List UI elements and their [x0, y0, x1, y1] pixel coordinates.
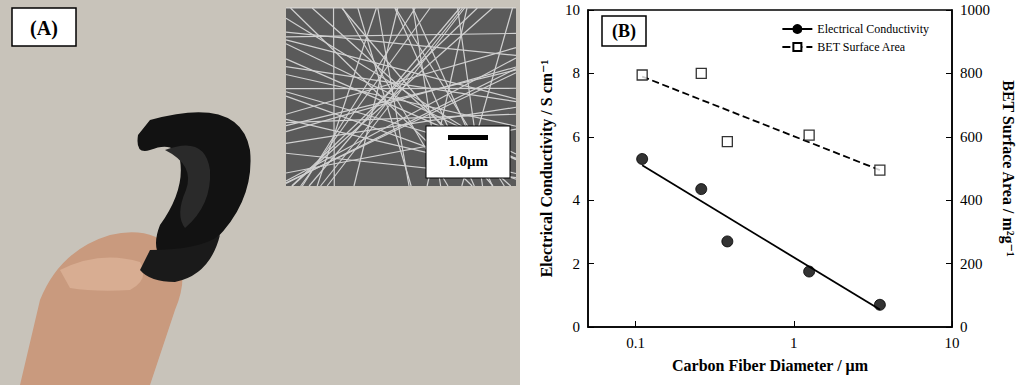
- svg-text:10: 10: [565, 2, 580, 18]
- svg-text:6: 6: [573, 129, 581, 145]
- svg-text:Carbon Fiber Diameter / μm: Carbon Fiber Diameter / μm: [672, 357, 869, 375]
- svg-text:400: 400: [960, 192, 983, 208]
- svg-text:2: 2: [573, 256, 581, 272]
- svg-text:10: 10: [945, 335, 960, 351]
- svg-text:200: 200: [960, 256, 983, 272]
- svg-text:(B): (B): [612, 21, 636, 42]
- svg-text:1000: 1000: [960, 2, 990, 18]
- svg-text:Electrical Conductivity: Electrical Conductivity: [817, 22, 929, 36]
- svg-text:800: 800: [960, 65, 983, 81]
- svg-text:0: 0: [960, 319, 968, 335]
- svg-text:1: 1: [790, 335, 798, 351]
- svg-text:(A): (A): [30, 17, 58, 40]
- svg-text:1.0μm: 1.0μm: [448, 153, 488, 169]
- svg-text:600: 600: [960, 129, 983, 145]
- svg-text:Electrical Conductivity / S cm: Electrical Conductivity / S cm⁻¹: [538, 59, 556, 277]
- svg-text:0.1: 0.1: [626, 335, 645, 351]
- svg-text:BET Surface Area: BET Surface Area: [817, 40, 905, 54]
- svg-text:0: 0: [573, 319, 581, 335]
- svg-text:BET Surface Area / m²g⁻¹: BET Surface Area / m²g⁻¹: [999, 80, 1017, 257]
- svg-text:8: 8: [573, 65, 581, 81]
- svg-text:4: 4: [573, 192, 581, 208]
